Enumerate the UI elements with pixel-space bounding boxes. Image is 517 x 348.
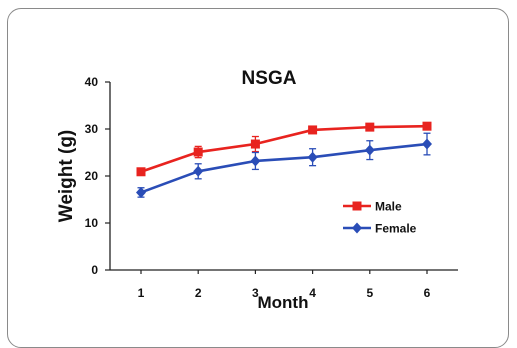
legend-marker xyxy=(352,222,362,234)
series-female xyxy=(136,132,432,198)
data-point-male xyxy=(193,147,203,157)
y-axis-title: Weight (g) xyxy=(56,130,77,223)
x-tick-label: 6 xyxy=(424,286,431,300)
legend-label: Female xyxy=(375,222,417,236)
chart-frame xyxy=(7,8,509,348)
legend-item-female: Female xyxy=(343,222,417,236)
series-line-male xyxy=(140,124,428,173)
data-point-female xyxy=(364,144,375,156)
data-point-male xyxy=(422,121,432,131)
legend-label: Male xyxy=(375,200,402,214)
legend-item-male: Male xyxy=(343,200,402,214)
y-tick-label: 20 xyxy=(85,169,99,183)
data-point-female xyxy=(136,186,146,198)
data-point-female xyxy=(307,151,318,163)
data-point-male xyxy=(365,122,375,132)
data-point-female xyxy=(422,138,432,150)
chart-title: NSGA xyxy=(242,68,297,89)
data-point-male xyxy=(250,139,260,149)
y-tick-label: 40 xyxy=(85,75,99,89)
x-tick-label: 3 xyxy=(252,286,259,300)
y-tick-label: 10 xyxy=(85,216,99,230)
series-line-female xyxy=(140,142,428,194)
x-axis-title: Month xyxy=(258,293,309,312)
y-tick-label: 0 xyxy=(91,263,98,277)
data-point-female xyxy=(193,165,204,177)
x-tick-label: 2 xyxy=(195,286,202,300)
data-point-male xyxy=(308,125,318,135)
legend-marker xyxy=(352,201,362,211)
data-point-female xyxy=(250,155,261,167)
series-male xyxy=(136,121,432,177)
weight-line-chart: NSGA Weight (g) Month 0 10 20 30 40 1 2 3 4 5 6 M… xyxy=(56,68,458,312)
x-tick-label: 4 xyxy=(309,286,316,300)
y-tick-label: 30 xyxy=(85,122,99,136)
data-point-male xyxy=(136,167,146,177)
x-tick-label: 5 xyxy=(366,286,373,300)
x-tick-label: 1 xyxy=(138,286,145,300)
